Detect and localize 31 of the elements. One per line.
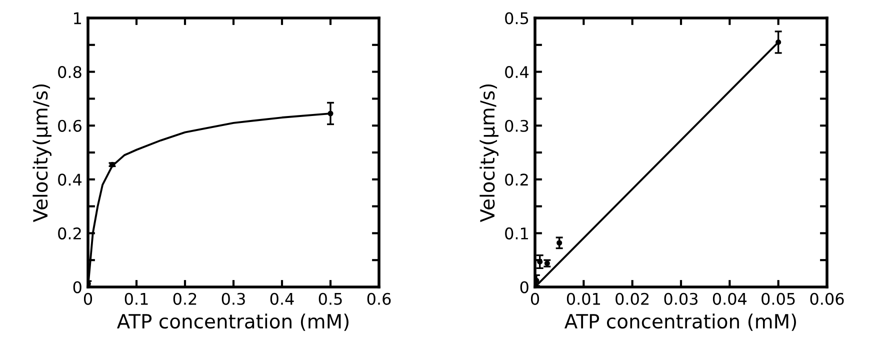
x-axis-title: ATP concentration (mM) (564, 314, 796, 331)
point (556, 240, 562, 246)
y-tick-label: 0.4 (58, 174, 82, 186)
y-tick-label: 0.5 (505, 12, 528, 24)
x-tick-label: 0.1 (124, 292, 148, 305)
y-tick-label: 0 (520, 281, 528, 294)
y-tick-label: 0.2 (505, 174, 528, 186)
y-tick-label: 0.4 (505, 66, 529, 78)
y-tick-label: 0 (73, 281, 82, 294)
x-tick-label: 0.4 (270, 292, 294, 305)
x-tick-label: 0 (530, 292, 540, 305)
x-tick-label: 0.05 (762, 292, 795, 305)
x-tick-label: 0.3 (222, 292, 245, 305)
y-axis-title: Velocity(μm/s) (32, 84, 52, 222)
x-axis-title: ATP concentration (mM) (116, 314, 348, 331)
x-tick-label: 0.01 (566, 292, 600, 305)
x-tick-label: 0 (84, 292, 92, 305)
y-tick-label: 0.3 (505, 120, 528, 132)
y-tick-label: 1 (74, 12, 81, 24)
x-tick-label: 0.03 (664, 292, 698, 305)
x-tick-label: 0.2 (173, 292, 196, 305)
y-tick-label: 0.6 (58, 120, 82, 132)
x-tick-label: 0.06 (810, 292, 844, 305)
y-tick-label: 0.2 (58, 227, 81, 240)
y-tick-label: 0.8 (58, 66, 82, 78)
y-tick-label: 0.1 (505, 227, 528, 240)
x-tick-label: 0.02 (616, 292, 649, 305)
x-tick-label: 0.6 (367, 292, 391, 305)
y-axis-title: Velocity(μm/s) (480, 84, 498, 222)
x-tick-label: 0.04 (712, 292, 747, 305)
x-tick-label: 0.5 (318, 292, 342, 305)
